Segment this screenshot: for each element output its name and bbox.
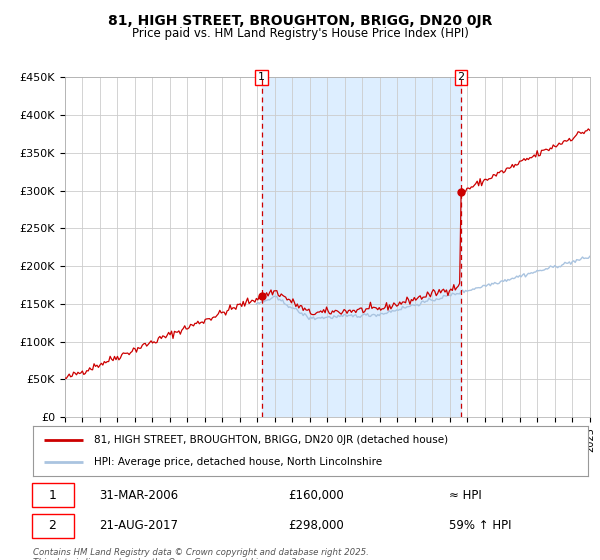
Text: 31-MAR-2006: 31-MAR-2006: [100, 489, 179, 502]
Bar: [262, 77, 461, 417]
Text: 1: 1: [49, 489, 56, 502]
Text: 59% ↑ HPI: 59% ↑ HPI: [449, 520, 512, 533]
Text: 21-AUG-2017: 21-AUG-2017: [100, 520, 179, 533]
Text: 2: 2: [457, 72, 464, 82]
Text: HPI: Average price, detached house, North Lincolnshire: HPI: Average price, detached house, Nort…: [94, 457, 382, 467]
FancyBboxPatch shape: [32, 514, 74, 538]
Text: 81, HIGH STREET, BROUGHTON, BRIGG, DN20 0JR: 81, HIGH STREET, BROUGHTON, BRIGG, DN20 …: [108, 14, 492, 28]
FancyBboxPatch shape: [32, 483, 74, 507]
Text: £298,000: £298,000: [289, 520, 344, 533]
Text: ≈ HPI: ≈ HPI: [449, 489, 482, 502]
Text: 81, HIGH STREET, BROUGHTON, BRIGG, DN20 0JR (detached house): 81, HIGH STREET, BROUGHTON, BRIGG, DN20 …: [94, 435, 448, 445]
Text: Contains HM Land Registry data © Crown copyright and database right 2025.
This d: Contains HM Land Registry data © Crown c…: [33, 548, 369, 560]
Text: 2: 2: [49, 520, 56, 533]
Text: Price paid vs. HM Land Registry's House Price Index (HPI): Price paid vs. HM Land Registry's House …: [131, 27, 469, 40]
Text: 1: 1: [258, 72, 265, 82]
Text: £160,000: £160,000: [289, 489, 344, 502]
